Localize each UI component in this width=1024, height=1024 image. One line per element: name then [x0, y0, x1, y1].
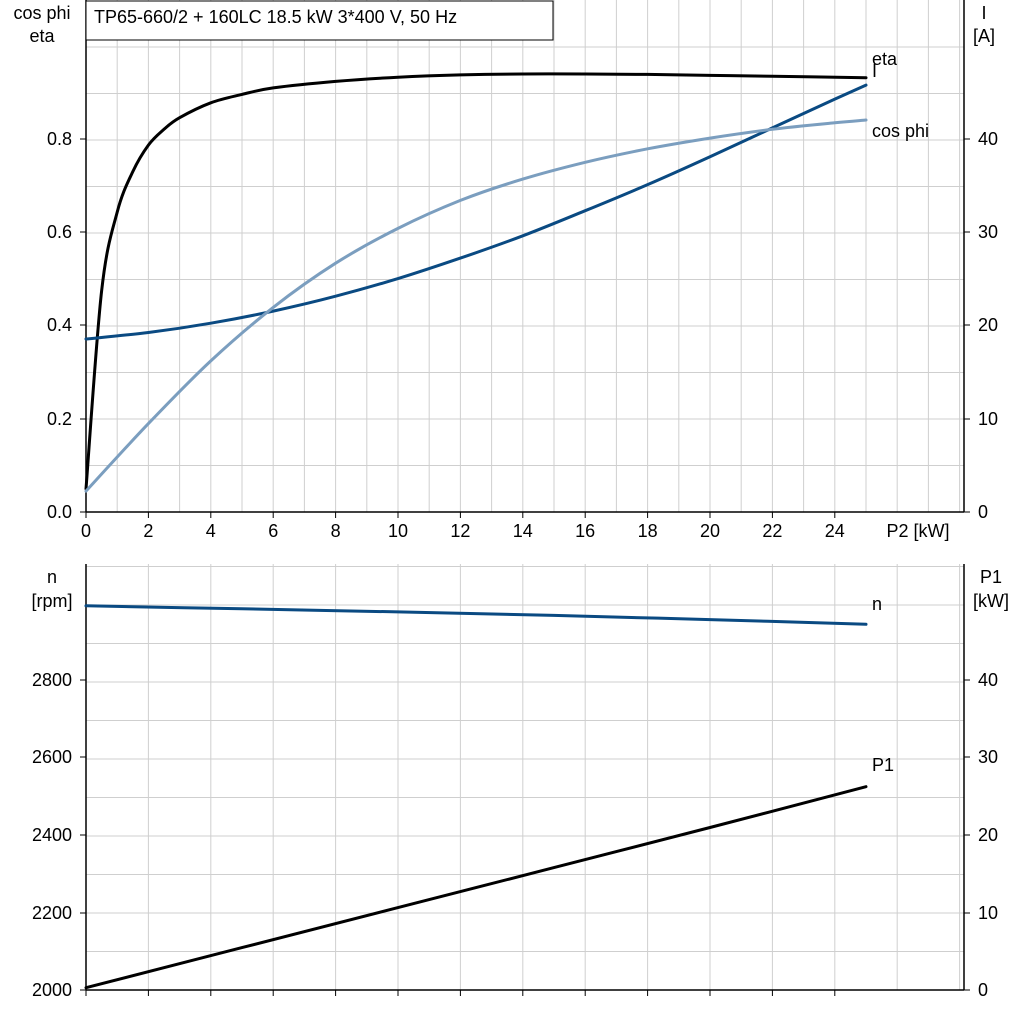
x-tick-label: 16 [575, 521, 595, 541]
bottom-chart-grid [86, 564, 964, 990]
bottom-chart-axes [85, 564, 965, 991]
x-tick-label: 14 [513, 521, 533, 541]
series-line-cos-phi [84, 118, 868, 493]
series-line-n [84, 604, 868, 626]
top-left-axis-label-2: eta [29, 26, 55, 46]
bottom-right-axis-label-2: [kW] [973, 591, 1009, 611]
x-tick-label: 22 [762, 521, 782, 541]
left-tick-label: 2400 [32, 825, 72, 845]
right-tick-label: 20 [978, 825, 998, 845]
left-tick-label: 0.8 [47, 129, 72, 149]
x-tick-label: 4 [206, 521, 216, 541]
right-tick-label: 0 [978, 980, 988, 1000]
left-tick-label: 0.2 [47, 409, 72, 429]
right-tick-label: 0 [978, 502, 988, 522]
left-tick-label: 0.0 [47, 502, 72, 522]
x-tick-label: 0 [81, 521, 91, 541]
left-tick-label: 2200 [32, 903, 72, 923]
title-box [85, 0, 554, 41]
bottom-left-axis-label-1: n [47, 567, 57, 587]
right-tick-label: 10 [978, 903, 998, 923]
top-right-axis-label-1: I [981, 3, 986, 23]
x-tick-label: 12 [450, 521, 470, 541]
series-label-n: n [872, 594, 882, 614]
left-tick-label: 0.4 [47, 315, 72, 335]
series-line-p1 [84, 785, 868, 990]
series-label-eta: eta [872, 49, 898, 69]
right-tick-label: 30 [978, 222, 998, 242]
x-tick-label: 20 [700, 521, 720, 541]
x-tick-label: 2 [143, 521, 153, 541]
left-tick-label: 2600 [32, 747, 72, 767]
right-tick-label: 40 [978, 129, 998, 149]
chart-title: TP65-660/2 + 160LC 18.5 kW 3*400 V, 50 H… [94, 7, 457, 27]
top-chart-grid [86, 0, 964, 512]
left-tick-label: 2000 [32, 980, 72, 1000]
right-tick-label: 10 [978, 409, 998, 429]
x-tick-label: 24 [825, 521, 845, 541]
x-tick-label: 8 [331, 521, 341, 541]
curves [84, 72, 868, 990]
x-tick-label: 10 [388, 521, 408, 541]
series-line-eta [84, 72, 868, 491]
x-tick-label: 18 [638, 521, 658, 541]
right-tick-label: 30 [978, 747, 998, 767]
top-right-axis-label-2: [A] [973, 26, 995, 46]
series-label-p1: P1 [872, 755, 894, 775]
right-tick-label: 20 [978, 315, 998, 335]
series-label-i: I [872, 61, 877, 81]
top-chart-axes [85, 0, 965, 513]
left-tick-label: 2800 [32, 670, 72, 690]
right-tick-label: 40 [978, 670, 998, 690]
x-axis-label: P2 [kW] [886, 521, 949, 541]
bottom-left-axis-label-2: [rpm] [31, 591, 72, 611]
series-line-i [84, 83, 868, 341]
series-label-cos-phi: cos phi [872, 121, 929, 141]
top-left-axis-label-1: cos phi [13, 3, 70, 23]
x-tick-label: 6 [268, 521, 278, 541]
bottom-right-axis-label-1: P1 [980, 567, 1002, 587]
left-tick-label: 0.6 [47, 222, 72, 242]
